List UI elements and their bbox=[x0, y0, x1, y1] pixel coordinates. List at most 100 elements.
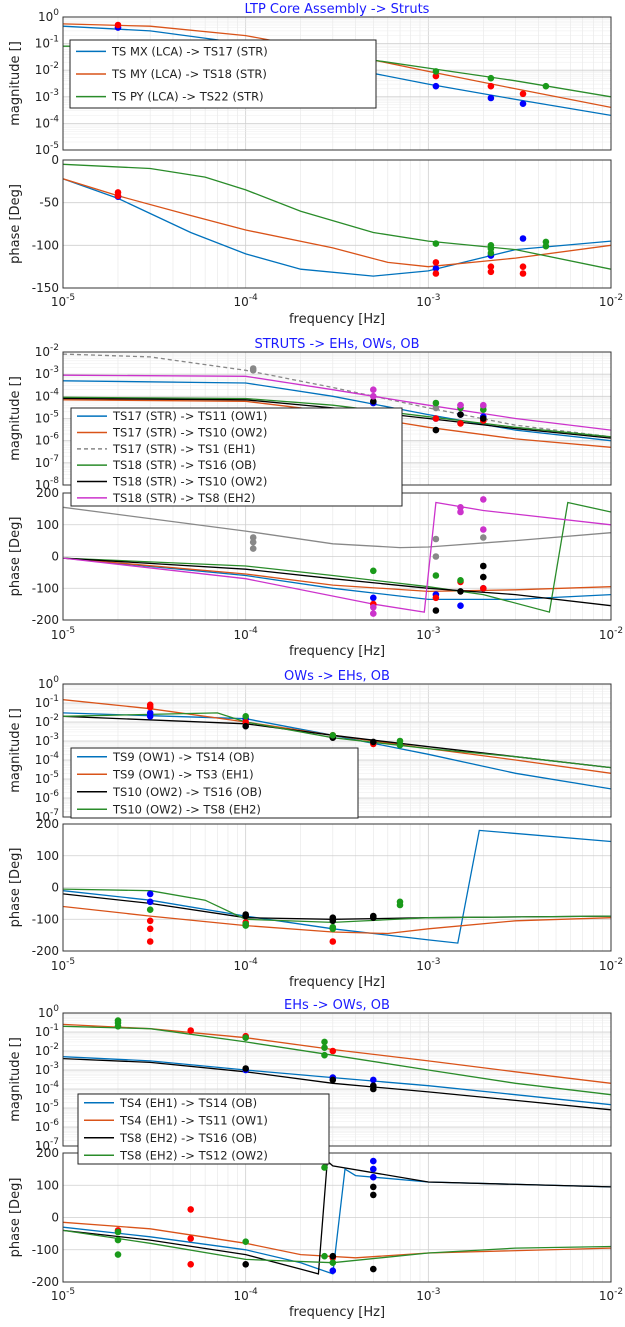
y-tick-label: 10-6 bbox=[35, 1118, 60, 1134]
y-tick-label: -100 bbox=[32, 581, 59, 595]
measurement-point bbox=[321, 1038, 328, 1046]
y-tick-label: 100 bbox=[38, 675, 59, 691]
legend-entry: TS9 (OW1) -> TS14 (OB) bbox=[112, 750, 255, 764]
measurement-point bbox=[329, 938, 337, 945]
y-tick-label: 10-2 bbox=[35, 61, 59, 77]
measurement-point bbox=[457, 504, 464, 511]
series-line-1 bbox=[63, 557, 611, 593]
series-line-2 bbox=[63, 353, 611, 438]
measurement-point bbox=[146, 917, 154, 925]
measurement-point bbox=[329, 925, 337, 933]
y-tick-label: 200 bbox=[36, 1146, 59, 1160]
x-tick-label: 10-2 bbox=[599, 626, 623, 642]
legend-entry: TS4 (EH1) -> TS11 (OW1) bbox=[119, 1113, 268, 1127]
measurement-point bbox=[242, 1261, 249, 1268]
series-line-2 bbox=[63, 1159, 611, 1275]
y-axis-label: phase [Deg] bbox=[8, 184, 23, 264]
y-tick-label: 10-2 bbox=[35, 343, 59, 359]
measurement-point bbox=[457, 420, 464, 427]
measurement-point bbox=[146, 703, 154, 711]
measurement-point bbox=[370, 604, 377, 611]
legend-entry: TS10 (OW2) -> TS8 (EH2) bbox=[112, 802, 261, 816]
measurement-point bbox=[249, 545, 257, 552]
chart-title: LTP Core Assembly -> Struts bbox=[245, 2, 430, 17]
series-lines bbox=[63, 496, 611, 617]
y-tick-label: 10-3 bbox=[35, 88, 59, 104]
y-axis-label: magnitude [] bbox=[8, 708, 23, 793]
y-tick-label: 10-2 bbox=[35, 1042, 59, 1058]
measurement-point bbox=[146, 890, 154, 898]
measurement-point bbox=[370, 393, 377, 400]
y-tick-label: 10-1 bbox=[35, 694, 59, 710]
x-tick-label: 10-4 bbox=[234, 293, 259, 309]
series-line-2 bbox=[63, 1057, 611, 1111]
measurement-point bbox=[487, 249, 495, 257]
phase-panel: -200 -100 0 100 200 phase [Deg] bbox=[8, 1146, 612, 1289]
measurement-point bbox=[146, 713, 154, 720]
y-tick-label: 0 bbox=[51, 881, 59, 895]
y-tick-label: 0 bbox=[51, 1211, 59, 1225]
measurement-point bbox=[480, 496, 487, 503]
y-tick-label: 10-4 bbox=[35, 751, 60, 767]
x-tick-label: 10-4 bbox=[234, 957, 259, 973]
phase-panel: -200 -100 0 100 200 phase [Deg] bbox=[8, 817, 612, 958]
y-tick-label: 100 bbox=[38, 1004, 59, 1020]
x-tick-label: 10-2 bbox=[599, 293, 623, 309]
measurement-point bbox=[114, 21, 122, 29]
y-axis-label: phase [Deg] bbox=[8, 517, 23, 597]
measurement-point bbox=[329, 1047, 337, 1055]
y-tick-label: -200 bbox=[32, 1275, 59, 1289]
measurement-point bbox=[321, 1252, 328, 1260]
chart-2: OWs -> EHs, OB 10-7 10-6 10-5 10-4 10-3 10-2 10… bbox=[8, 669, 623, 990]
x-tick-label: 10-5 bbox=[51, 1287, 75, 1303]
y-tick-label: -100 bbox=[32, 1243, 59, 1257]
series-lines bbox=[63, 699, 611, 790]
measurement-point bbox=[370, 1191, 377, 1199]
legend-entry: TS18 (STR) -> TS10 (OW2) bbox=[112, 475, 267, 489]
y-tick-label: 10-3 bbox=[35, 732, 59, 748]
legend: TS9 (OW1) -> TS14 (OB) TS9 (OW1) -> TS3 (… bbox=[70, 747, 359, 819]
y-tick-label: 10-7 bbox=[35, 454, 59, 470]
y-tick-label: 200 bbox=[36, 486, 59, 500]
plot-frame bbox=[62, 1012, 612, 1147]
legend-entry: TS8 (EH2) -> TS12 (OW2) bbox=[119, 1148, 268, 1162]
measurement-point bbox=[187, 1027, 194, 1034]
measurement-point bbox=[187, 1206, 194, 1213]
y-tick-label: -200 bbox=[32, 944, 59, 958]
measurement-point bbox=[114, 1023, 122, 1030]
x-tick-label: 10-5 bbox=[51, 626, 75, 642]
y-tick-label: 100 bbox=[36, 1178, 59, 1192]
measurement-point bbox=[480, 526, 487, 533]
measurement-point bbox=[432, 415, 440, 422]
measurement-point bbox=[370, 1265, 377, 1273]
chart-0: LTP Core Assembly -> Struts 10-5 10-4 10-3 1… bbox=[8, 2, 623, 327]
series-line-1 bbox=[63, 178, 611, 268]
measurement-point bbox=[396, 901, 404, 909]
legend-entry: TS4 (EH1) -> TS14 (OB) bbox=[119, 1096, 257, 1110]
measurement-point bbox=[432, 399, 440, 407]
measurement-point bbox=[249, 538, 257, 546]
measurement-point bbox=[146, 925, 154, 933]
legend-entry: TS17 (STR) -> TS10 (OW2) bbox=[112, 426, 267, 440]
x-tick-label: 10-4 bbox=[234, 1287, 259, 1303]
y-axis-label: magnitude [] bbox=[8, 1037, 23, 1122]
y-axis-label: phase [Deg] bbox=[8, 848, 23, 928]
series-line-5 bbox=[63, 374, 611, 431]
x-tick-label: 10-3 bbox=[416, 1287, 440, 1303]
series-line-0 bbox=[63, 829, 611, 944]
measurement-point bbox=[457, 508, 464, 516]
measurement-point bbox=[370, 386, 377, 394]
measurement-point bbox=[321, 1051, 328, 1059]
measurement-point bbox=[487, 268, 495, 276]
legend-box bbox=[70, 407, 403, 507]
x-axis-label: frequency [Hz] bbox=[289, 312, 385, 327]
y-tick-label: 10-1 bbox=[35, 1023, 59, 1039]
measurement-point bbox=[187, 1261, 194, 1268]
measurement-point bbox=[457, 401, 464, 409]
measurement-point bbox=[396, 741, 404, 749]
legend-entry: TS18 (STR) -> TS16 (OB) bbox=[112, 458, 257, 472]
measurement-point bbox=[432, 259, 440, 266]
measurement-point bbox=[519, 100, 527, 107]
measurement-point bbox=[457, 411, 464, 418]
measurement-point bbox=[432, 240, 440, 247]
